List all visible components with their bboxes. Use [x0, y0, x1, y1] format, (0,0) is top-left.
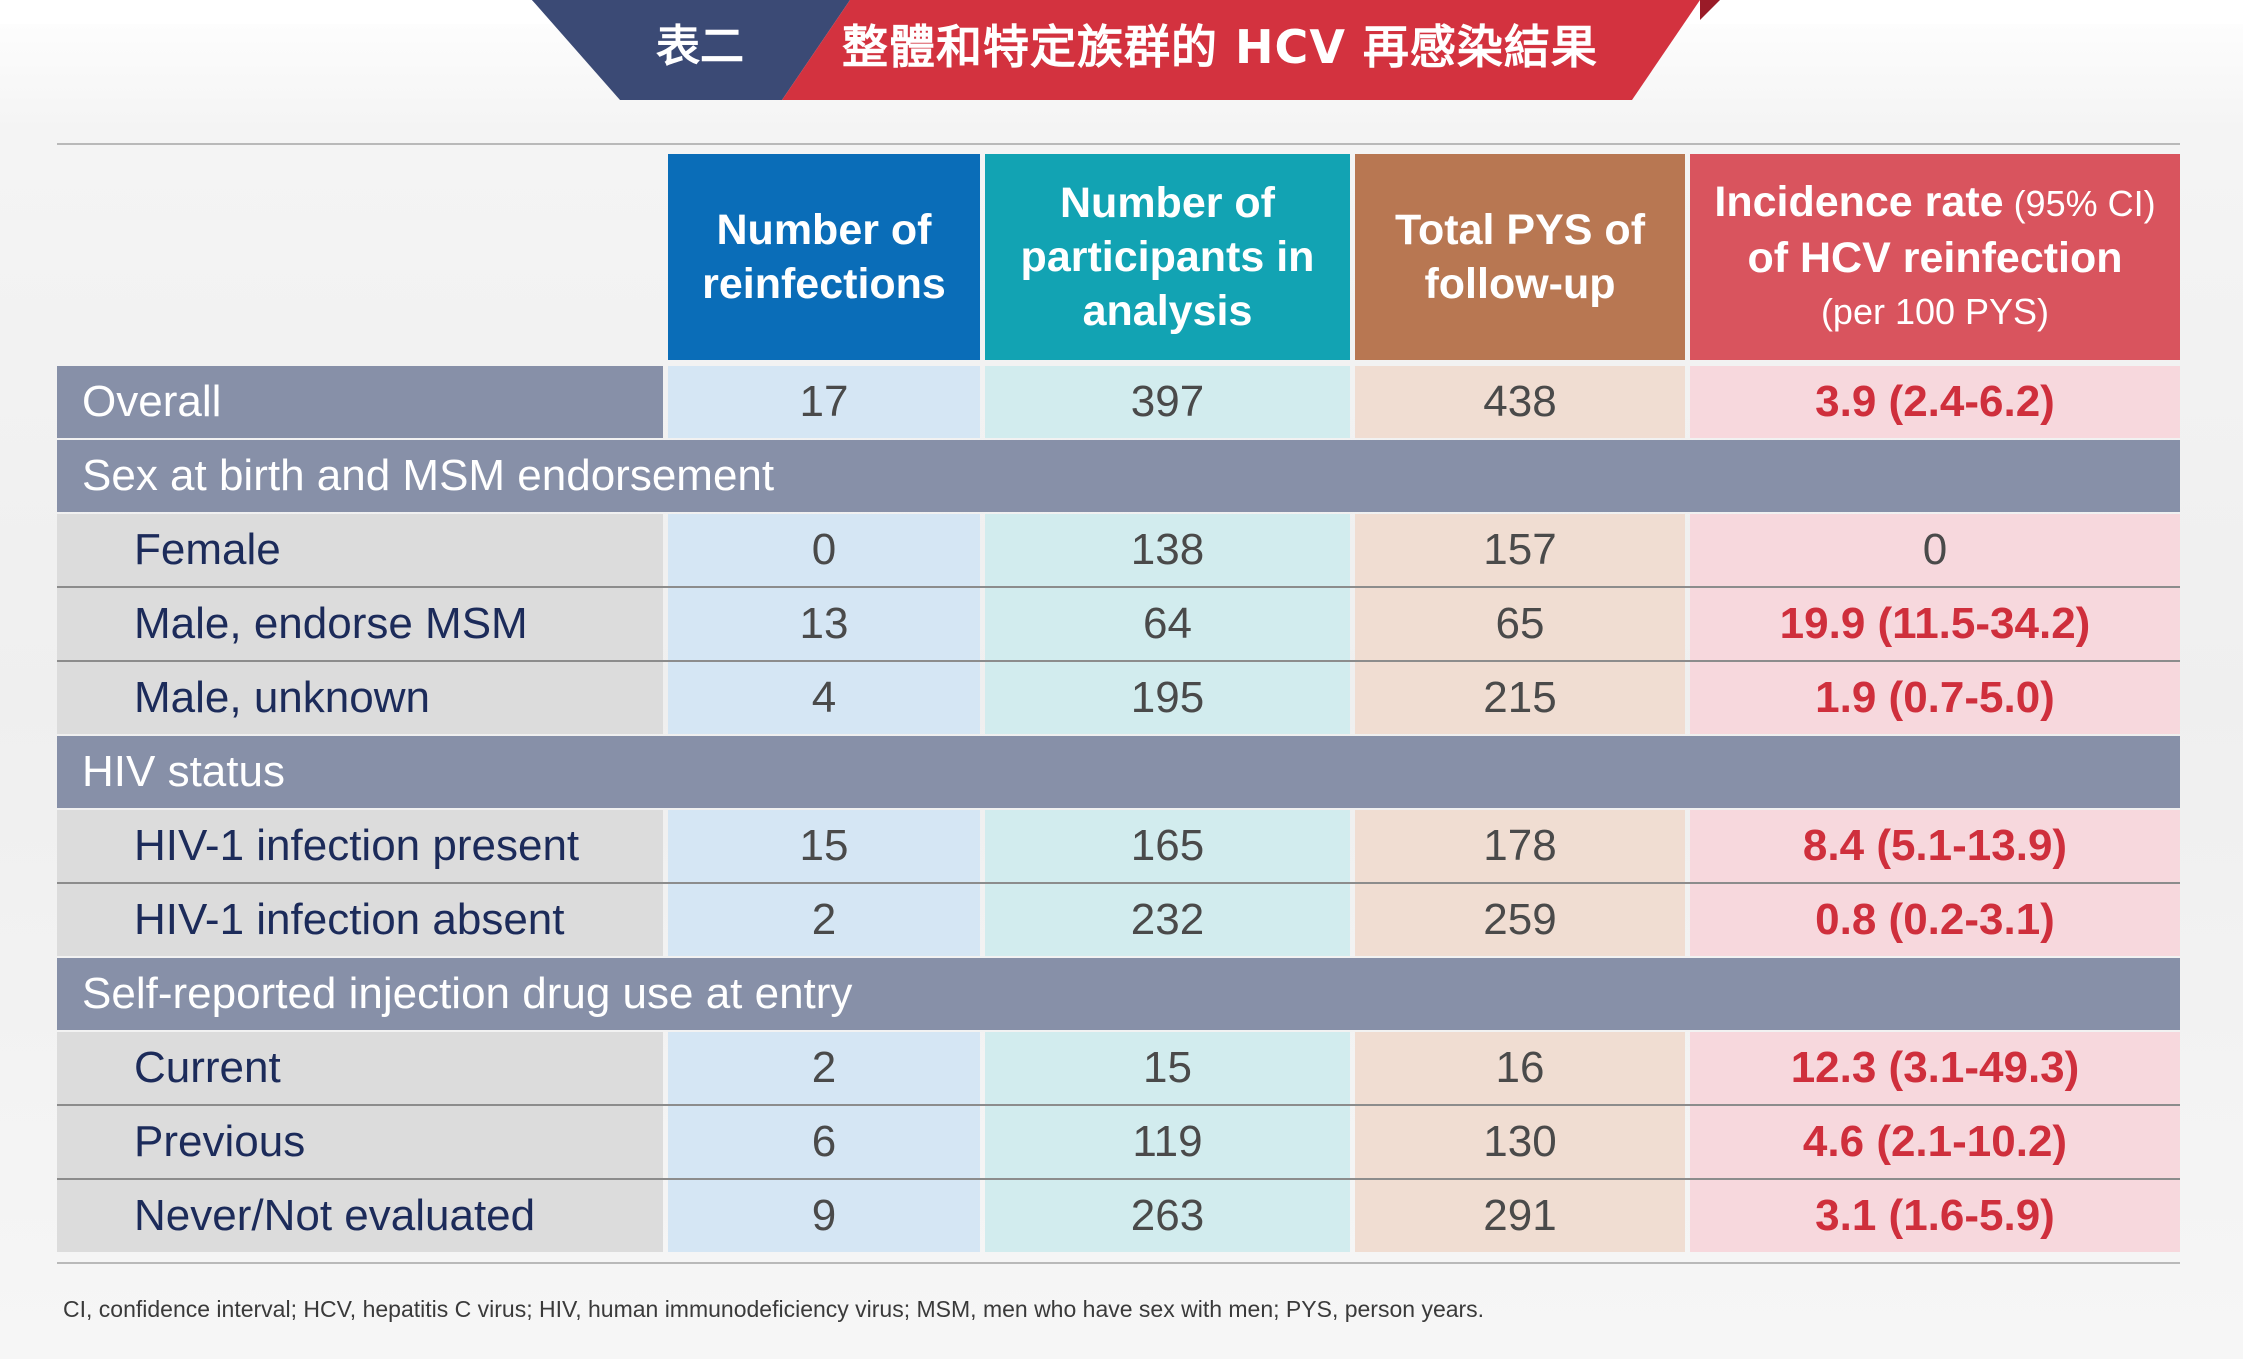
row-label: HIV-1 infection present — [57, 810, 663, 882]
cell-pys: 215 — [1355, 662, 1685, 734]
cell-reinfections: 2 — [668, 1032, 980, 1104]
table-row: Male, endorse MSM 13 64 65 19.9 (11.5-34… — [57, 588, 2180, 660]
cell-incidence-rate: 0 — [1690, 514, 2180, 586]
cell-incidence-rate: 1.9 (0.7-5.0) — [1690, 662, 2180, 734]
cell-reinfections: 2 — [668, 884, 980, 956]
cell-reinfections: 0 — [668, 514, 980, 586]
cell-participants: 397 — [985, 366, 1350, 438]
table-row: Previous 6 119 130 4.6 (2.1-10.2) — [57, 1106, 2180, 1178]
row-label: Previous — [57, 1106, 663, 1178]
table-top-rule — [57, 143, 2180, 145]
row-label: Male, endorse MSM — [57, 588, 663, 660]
cell-incidence-rate: 3.9 (2.4-6.2) — [1690, 366, 2180, 438]
cell-participants: 15 — [985, 1032, 1350, 1104]
cell-reinfections: 13 — [668, 588, 980, 660]
row-label: Never/Not evaluated — [57, 1180, 663, 1252]
row-label: HIV-1 infection absent — [57, 884, 663, 956]
row-label: Current — [57, 1032, 663, 1104]
cell-incidence-rate: 4.6 (2.1-10.2) — [1690, 1106, 2180, 1178]
row-divider — [57, 1178, 2180, 1180]
row-divider — [57, 882, 2180, 884]
cell-incidence-rate: 12.3 (3.1-49.3) — [1690, 1032, 2180, 1104]
table-row-overall: Overall 17 397 438 3.9 (2.4-6.2) — [57, 366, 2180, 438]
cell-reinfections: 15 — [668, 810, 980, 882]
row-divider — [57, 660, 2180, 662]
row-label: Male, unknown — [57, 662, 663, 734]
cell-incidence-rate: 8.4 (5.1-13.9) — [1690, 810, 2180, 882]
cell-reinfections: 17 — [668, 366, 980, 438]
section-header-sex: Sex at birth and MSM endorsement — [57, 440, 2180, 512]
section-header-hiv: HIV status — [57, 736, 2180, 808]
banner-title: 整體和特定族群的 HCV 再感染結果 — [842, 20, 1598, 74]
row-label: Female — [57, 514, 663, 586]
header-participants: Number of participants in analysis — [985, 154, 1350, 360]
banner-label: 表二 — [656, 21, 744, 72]
cell-participants: 119 — [985, 1106, 1350, 1178]
cell-incidence-rate: 0.8 (0.2-3.1) — [1690, 884, 2180, 956]
cell-pys: 157 — [1355, 514, 1685, 586]
cell-participants: 195 — [985, 662, 1350, 734]
cell-pys: 259 — [1355, 884, 1685, 956]
table-row: Current 2 15 16 12.3 (3.1-49.3) — [57, 1032, 2180, 1104]
footnote: CI, confidence interval; HCV, hepatitis … — [63, 1296, 1485, 1322]
cell-reinfections: 6 — [668, 1106, 980, 1178]
cell-participants: 138 — [985, 514, 1350, 586]
header-pys: Total PYS of follow-up — [1355, 154, 1685, 360]
cell-pys: 178 — [1355, 810, 1685, 882]
cell-pys: 65 — [1355, 588, 1685, 660]
cell-participants: 232 — [985, 884, 1350, 956]
table-row: Never/Not evaluated 9 263 291 3.1 (1.6-5… — [57, 1180, 2180, 1252]
cell-pys: 438 — [1355, 366, 1685, 438]
cell-incidence-rate: 19.9 (11.5-34.2) — [1690, 588, 2180, 660]
cell-reinfections: 9 — [668, 1180, 980, 1252]
table-row: Male, unknown 4 195 215 1.9 (0.7-5.0) — [57, 662, 2180, 734]
section-header-drug-use: Self-reported injection drug use at entr… — [57, 958, 2180, 1030]
cell-pys: 130 — [1355, 1106, 1685, 1178]
cell-participants: 165 — [985, 810, 1350, 882]
row-label: Overall — [57, 366, 663, 438]
row-divider — [57, 586, 2180, 588]
cell-incidence-rate: 3.1 (1.6-5.9) — [1690, 1180, 2180, 1252]
table-row: HIV-1 infection present 15 165 178 8.4 (… — [57, 810, 2180, 882]
cell-reinfections: 4 — [668, 662, 980, 734]
banner-shape — [532, 0, 1720, 100]
table-row: Female 0 138 157 0 — [57, 514, 2180, 586]
header-incidence-rate: Incidence rate (95% CI) of HCV reinfecti… — [1690, 154, 2180, 360]
title-banner: 表二 整體和特定族群的 HCV 再感染結果 — [520, 0, 1720, 100]
cell-pys: 291 — [1355, 1180, 1685, 1252]
cell-pys: 16 — [1355, 1032, 1685, 1104]
cell-participants: 64 — [985, 588, 1350, 660]
table-bottom-rule — [57, 1262, 2180, 1264]
table-row: HIV-1 infection absent 2 232 259 0.8 (0.… — [57, 884, 2180, 956]
row-divider — [57, 1104, 2180, 1106]
cell-participants: 263 — [985, 1180, 1350, 1252]
header-reinfections: Number of reinfections — [668, 154, 980, 360]
